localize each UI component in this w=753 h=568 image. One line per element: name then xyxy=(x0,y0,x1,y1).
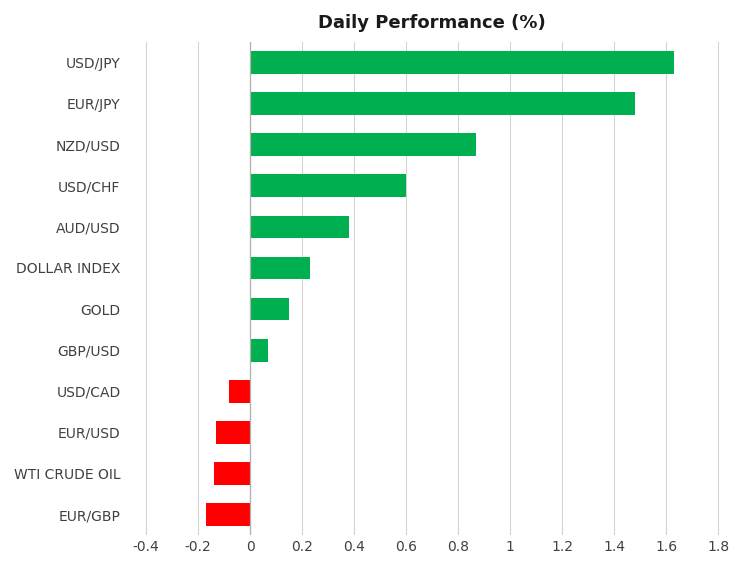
Bar xyxy=(230,380,250,403)
Bar xyxy=(206,503,250,526)
Bar xyxy=(250,339,268,361)
Bar xyxy=(214,462,250,485)
Bar xyxy=(216,421,250,444)
Title: Daily Performance (%): Daily Performance (%) xyxy=(319,14,546,32)
Bar xyxy=(250,298,289,320)
Bar xyxy=(250,215,349,238)
Bar xyxy=(250,174,406,197)
Bar xyxy=(250,133,477,156)
Bar xyxy=(250,92,635,115)
Bar xyxy=(250,257,310,279)
Bar xyxy=(250,51,674,74)
